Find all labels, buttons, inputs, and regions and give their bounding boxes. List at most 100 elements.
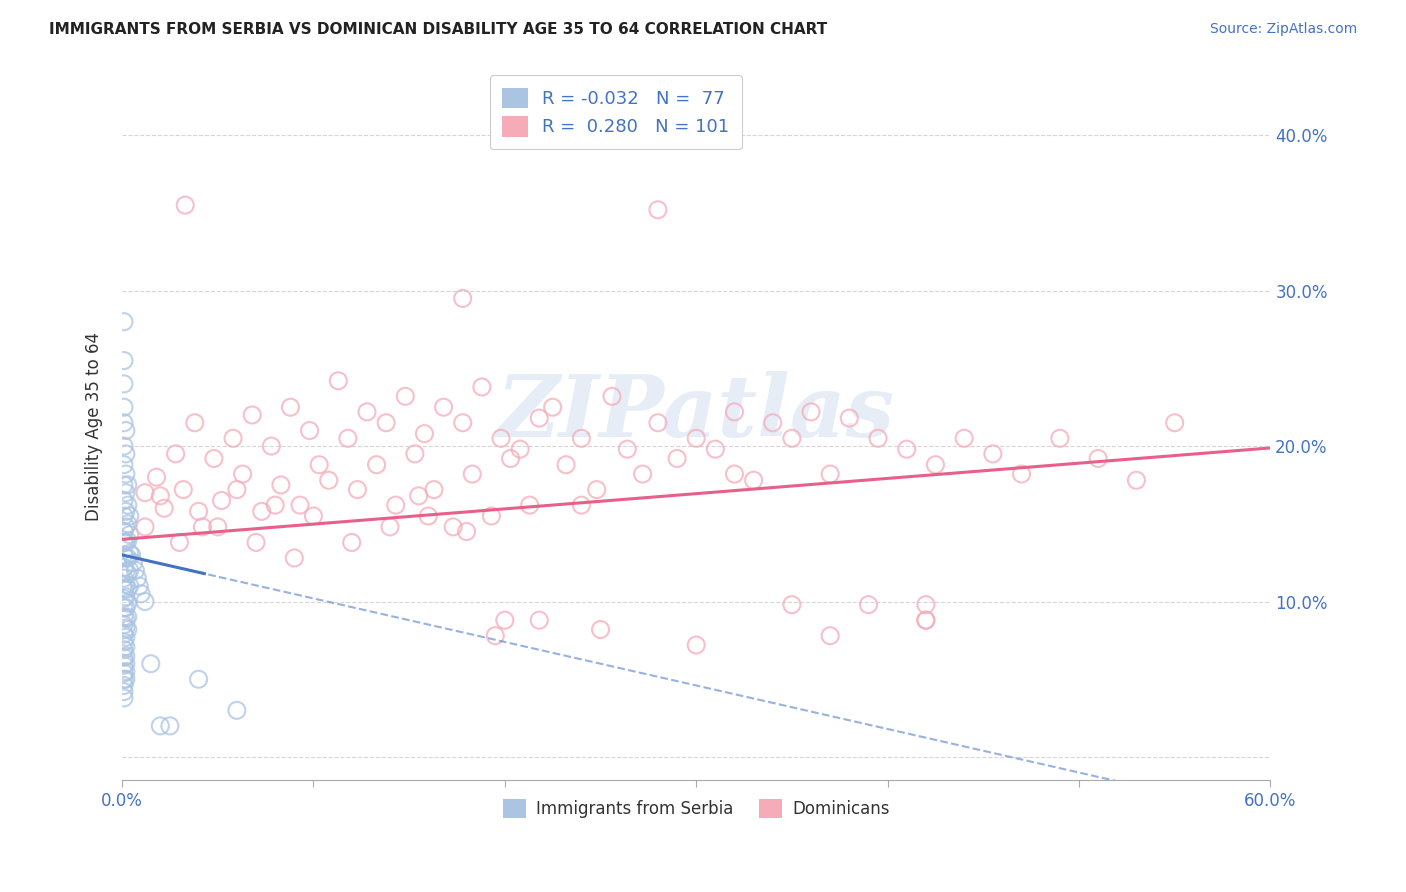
Point [115, 535, 138, 549]
Point [187, 504, 209, 518]
Point [117, 596, 139, 610]
Point [225, 483, 247, 497]
Point [308, 458, 330, 472]
Point [149, 719, 172, 733]
Point [858, 598, 880, 612]
Point [585, 483, 607, 497]
Point [569, 431, 592, 445]
Point [112, 684, 135, 698]
Point [1011, 467, 1033, 481]
Point [471, 380, 494, 394]
Point [112, 416, 135, 430]
Point [112, 439, 135, 453]
Point [318, 473, 340, 487]
Point [211, 493, 233, 508]
Point [666, 451, 689, 466]
Point [112, 315, 135, 329]
Point [288, 498, 311, 512]
Point [112, 458, 135, 472]
Point [250, 504, 273, 518]
Point [134, 594, 156, 608]
Point [685, 638, 707, 652]
Point [115, 640, 138, 654]
Point [115, 665, 138, 679]
Point [112, 591, 135, 606]
Point [461, 467, 484, 481]
Point [202, 451, 225, 466]
Point [915, 613, 938, 627]
Point [484, 629, 506, 643]
Point [128, 579, 150, 593]
Point [375, 416, 398, 430]
Point [356, 405, 378, 419]
Point [418, 509, 440, 524]
Point [1163, 416, 1185, 430]
Legend: Immigrants from Serbia, Dominicans: Immigrants from Serbia, Dominicans [496, 792, 896, 825]
Point [115, 590, 138, 604]
Point [117, 516, 139, 531]
Point [207, 520, 229, 534]
Point [555, 458, 578, 472]
Point [115, 600, 138, 615]
Point [509, 442, 531, 457]
Point [115, 621, 138, 635]
Point [115, 657, 138, 671]
Point [366, 458, 388, 472]
Point [134, 485, 156, 500]
Point [115, 467, 138, 481]
Point [122, 556, 145, 570]
Point [134, 520, 156, 534]
Point [112, 560, 135, 574]
Point [298, 424, 321, 438]
Point [340, 535, 363, 549]
Text: IMMIGRANTS FROM SERBIA VS DOMINICAN DISABILITY AGE 35 TO 64 CORRELATION CHART: IMMIGRANTS FROM SERBIA VS DOMINICAN DISA… [49, 22, 828, 37]
Point [685, 431, 707, 445]
Point [169, 535, 191, 549]
Point [117, 533, 139, 548]
Point [780, 598, 803, 612]
Point [232, 467, 254, 481]
Point [866, 431, 889, 445]
Point [112, 376, 135, 391]
Point [117, 498, 139, 512]
Point [270, 478, 292, 492]
Point [915, 613, 938, 627]
Point [704, 442, 727, 457]
Point [423, 483, 446, 497]
Y-axis label: Disability Age 35 to 64: Disability Age 35 to 64 [86, 332, 103, 521]
Point [118, 579, 141, 593]
Point [616, 442, 638, 457]
Point [378, 520, 401, 534]
Point [489, 431, 512, 445]
Point [336, 431, 359, 445]
Point [118, 509, 141, 524]
Point [283, 551, 305, 566]
Point [118, 527, 141, 541]
Point [115, 447, 138, 461]
Point [280, 401, 302, 415]
Point [112, 535, 135, 549]
Point [1087, 451, 1109, 466]
Point [149, 489, 172, 503]
Point [112, 548, 135, 562]
Point [541, 401, 564, 415]
Point [953, 431, 976, 445]
Point [115, 612, 138, 626]
Point [780, 431, 803, 445]
Point [245, 535, 267, 549]
Point [408, 489, 430, 503]
Point [818, 467, 841, 481]
Point [112, 642, 135, 657]
Point [404, 447, 426, 461]
Point [600, 389, 623, 403]
Point [451, 292, 474, 306]
Text: Source: ZipAtlas.com: Source: ZipAtlas.com [1209, 22, 1357, 37]
Point [145, 470, 167, 484]
Point [117, 551, 139, 566]
Point [187, 672, 209, 686]
Point [121, 548, 143, 562]
Point [115, 485, 138, 500]
Point [112, 478, 135, 492]
Point [981, 447, 1004, 461]
Point [139, 657, 162, 671]
